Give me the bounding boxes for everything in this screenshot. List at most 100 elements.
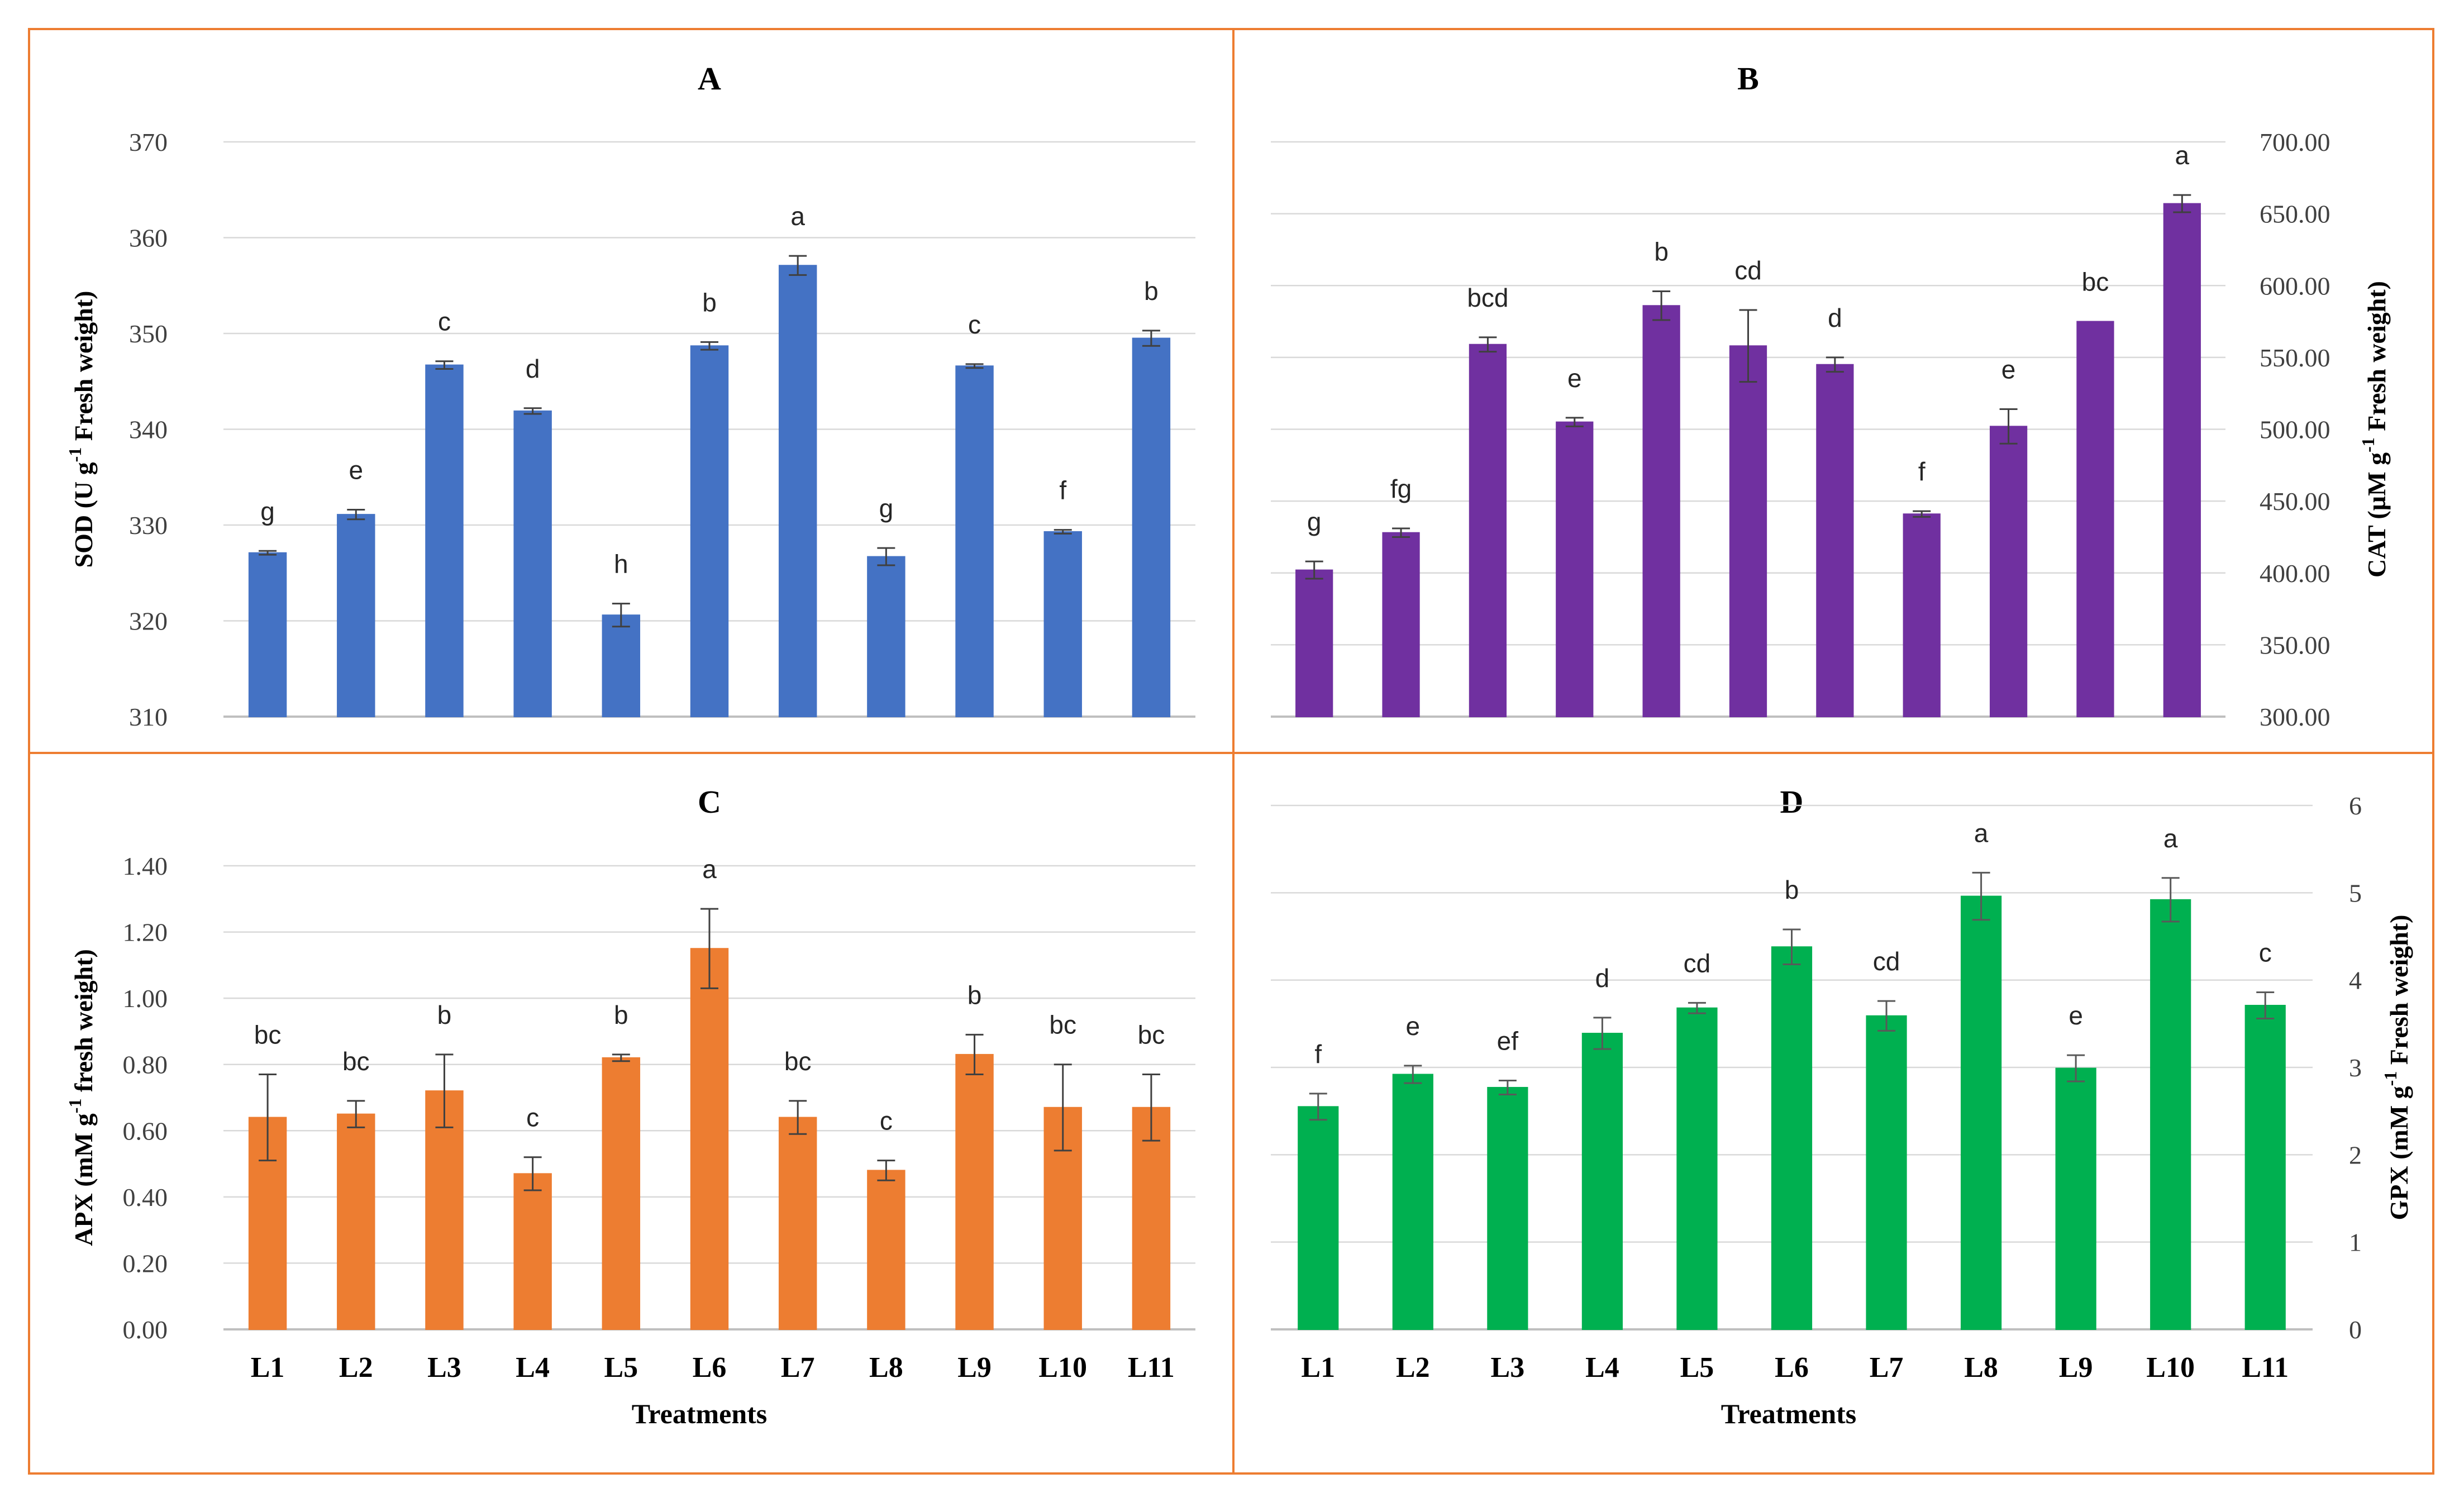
y-tick-label: 350 [129, 319, 168, 348]
bar-l10 [2076, 321, 2114, 717]
error-bar [1826, 356, 1844, 373]
significance-letter: a [1974, 818, 1989, 847]
y-tick-label: 650.00 [2260, 200, 2330, 228]
error-bar [2256, 991, 2275, 1019]
bar-l3 [1469, 344, 1507, 717]
error-bar [2173, 194, 2191, 213]
error-bar [1305, 560, 1323, 580]
significance-letter: c [2259, 938, 2272, 967]
error-bar [700, 341, 718, 351]
significance-letter: h [614, 550, 628, 579]
bar-l4 [1581, 1033, 1623, 1330]
significance-letter: cd [1873, 947, 1900, 976]
bar-l4 [513, 1173, 552, 1330]
y-axis-label-superscript: -1 [65, 447, 85, 462]
bar-l7 [778, 265, 817, 717]
significance-letter: b [702, 288, 717, 317]
y-tick-label: 310 [129, 703, 168, 731]
error-bar [435, 1053, 454, 1128]
error-bar [1142, 1074, 1160, 1142]
x-tick-label: L4 [1585, 1352, 1619, 1384]
error-bar [2161, 877, 2180, 923]
y-tick-label: 0.40 [123, 1183, 168, 1212]
significance-letter: e [2001, 355, 2016, 384]
bar-l1 [1298, 1106, 1339, 1330]
bar-l2 [1392, 1074, 1433, 1330]
bar-l5 [1676, 1007, 1718, 1330]
x-tick-label: L8 [869, 1352, 903, 1384]
error-bar [1999, 408, 2018, 445]
significance-letter: f [1314, 1039, 1322, 1069]
x-tick-label: L4 [516, 1352, 550, 1384]
y-axis-label-superscript: -1 [65, 1099, 85, 1114]
error-bar [965, 363, 984, 369]
bar-l11 [1132, 337, 1171, 717]
y-tick-label: 550.00 [2260, 344, 2330, 372]
y-tick-label: 1.20 [123, 918, 168, 947]
x-tick-label: L3 [1491, 1352, 1525, 1384]
y-axis-label-unit: fresh weight) [69, 949, 98, 1098]
chart-title: B [1737, 60, 1759, 97]
significance-letter: b [1654, 237, 1669, 266]
y-tick-label: 350.00 [2260, 631, 2330, 659]
bar-l5 [1642, 305, 1680, 717]
x-tick-label: L7 [781, 1352, 815, 1384]
error-bar [523, 1156, 542, 1191]
bar-l8 [1903, 513, 1941, 718]
chart-panel-b: B 300.00 350.00 400.00 450.00 500.00 550.00 600… [1271, 60, 2391, 731]
bar-l6 [1771, 946, 1813, 1330]
x-tick-label: L8 [1964, 1352, 1998, 1384]
y-tick-label: 500.00 [2260, 416, 2330, 444]
error-bar [259, 550, 277, 556]
y-axis-label: APX (mM g-1 fresh weight) [65, 949, 98, 1246]
y-axis-label-unit: Fresh weight) [2385, 914, 2413, 1071]
x-axis-label: Treatments [1721, 1398, 1857, 1429]
y-tick-label: 450.00 [2260, 487, 2330, 516]
x-tick-label: L2 [1396, 1352, 1430, 1384]
error-bar [877, 1160, 895, 1181]
chart-panel-c: C 0.00 0.20 0.40 0.60 0.80 1.00 1.20 1.40 APX (mM… [65, 784, 1195, 1429]
significance-letter: d [1595, 964, 1610, 993]
error-bar [1739, 309, 1757, 383]
y-tick-label: 0.80 [123, 1051, 168, 1079]
x-tick-label: L6 [693, 1352, 727, 1384]
bar-l9 [955, 1053, 994, 1330]
bar-l10 [2150, 899, 2191, 1330]
error-bar [789, 255, 807, 276]
error-bar [1404, 1065, 1422, 1084]
y-axis-label-main: CAT (µM g [2362, 452, 2391, 578]
y-tick-label: 1.00 [123, 984, 168, 1013]
bar-l9 [2055, 1067, 2096, 1330]
y-tick-label: 700.00 [2260, 128, 2330, 156]
significance-letter: c [438, 307, 451, 336]
significance-letter: a [2175, 141, 2190, 170]
y-tick-label: 0.60 [123, 1117, 168, 1145]
error-bar [523, 407, 542, 415]
bar-l6 [690, 948, 729, 1330]
y-tick-label: 0.20 [123, 1249, 168, 1277]
bar-l6 [690, 345, 729, 717]
error-bar [259, 1074, 277, 1162]
error-bar [700, 908, 718, 989]
bar-l5 [602, 614, 641, 717]
significance-letter: e [1567, 364, 1582, 393]
x-tick-label: L5 [604, 1352, 638, 1384]
significance-letter: bcd [1467, 283, 1508, 312]
bar-l11 [1132, 1107, 1171, 1330]
bar-l10 [1043, 531, 1082, 717]
x-tick-label: L10 [1038, 1352, 1087, 1384]
y-axis-label-superscript: -1 [2380, 1071, 2400, 1086]
x-tick-label: L9 [957, 1352, 992, 1384]
x-tick-label: L11 [2242, 1352, 2289, 1384]
bar-l2 [337, 1113, 375, 1330]
y-tick-label: 2 [2349, 1141, 2362, 1169]
x-tick-label: L1 [1301, 1352, 1335, 1384]
bar-l3 [1487, 1086, 1528, 1330]
significance-letter: e [349, 456, 363, 485]
significance-letter: d [1828, 303, 1842, 332]
y-axis-label-main: SOD (U g [69, 462, 98, 567]
significance-letter: f [1059, 476, 1066, 505]
error-bar [1688, 1002, 1706, 1014]
significance-letter: bc [2082, 268, 2109, 297]
